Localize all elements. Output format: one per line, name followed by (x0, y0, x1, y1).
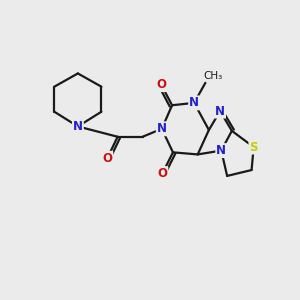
Text: O: O (156, 78, 166, 91)
Text: N: N (189, 96, 199, 110)
Text: N: N (216, 144, 226, 157)
Text: N: N (215, 105, 225, 118)
Text: N: N (73, 120, 83, 133)
Text: N: N (157, 122, 167, 135)
Text: O: O (158, 167, 167, 180)
Text: CH₃: CH₃ (204, 71, 223, 81)
Text: O: O (102, 152, 112, 165)
Text: S: S (249, 141, 258, 154)
